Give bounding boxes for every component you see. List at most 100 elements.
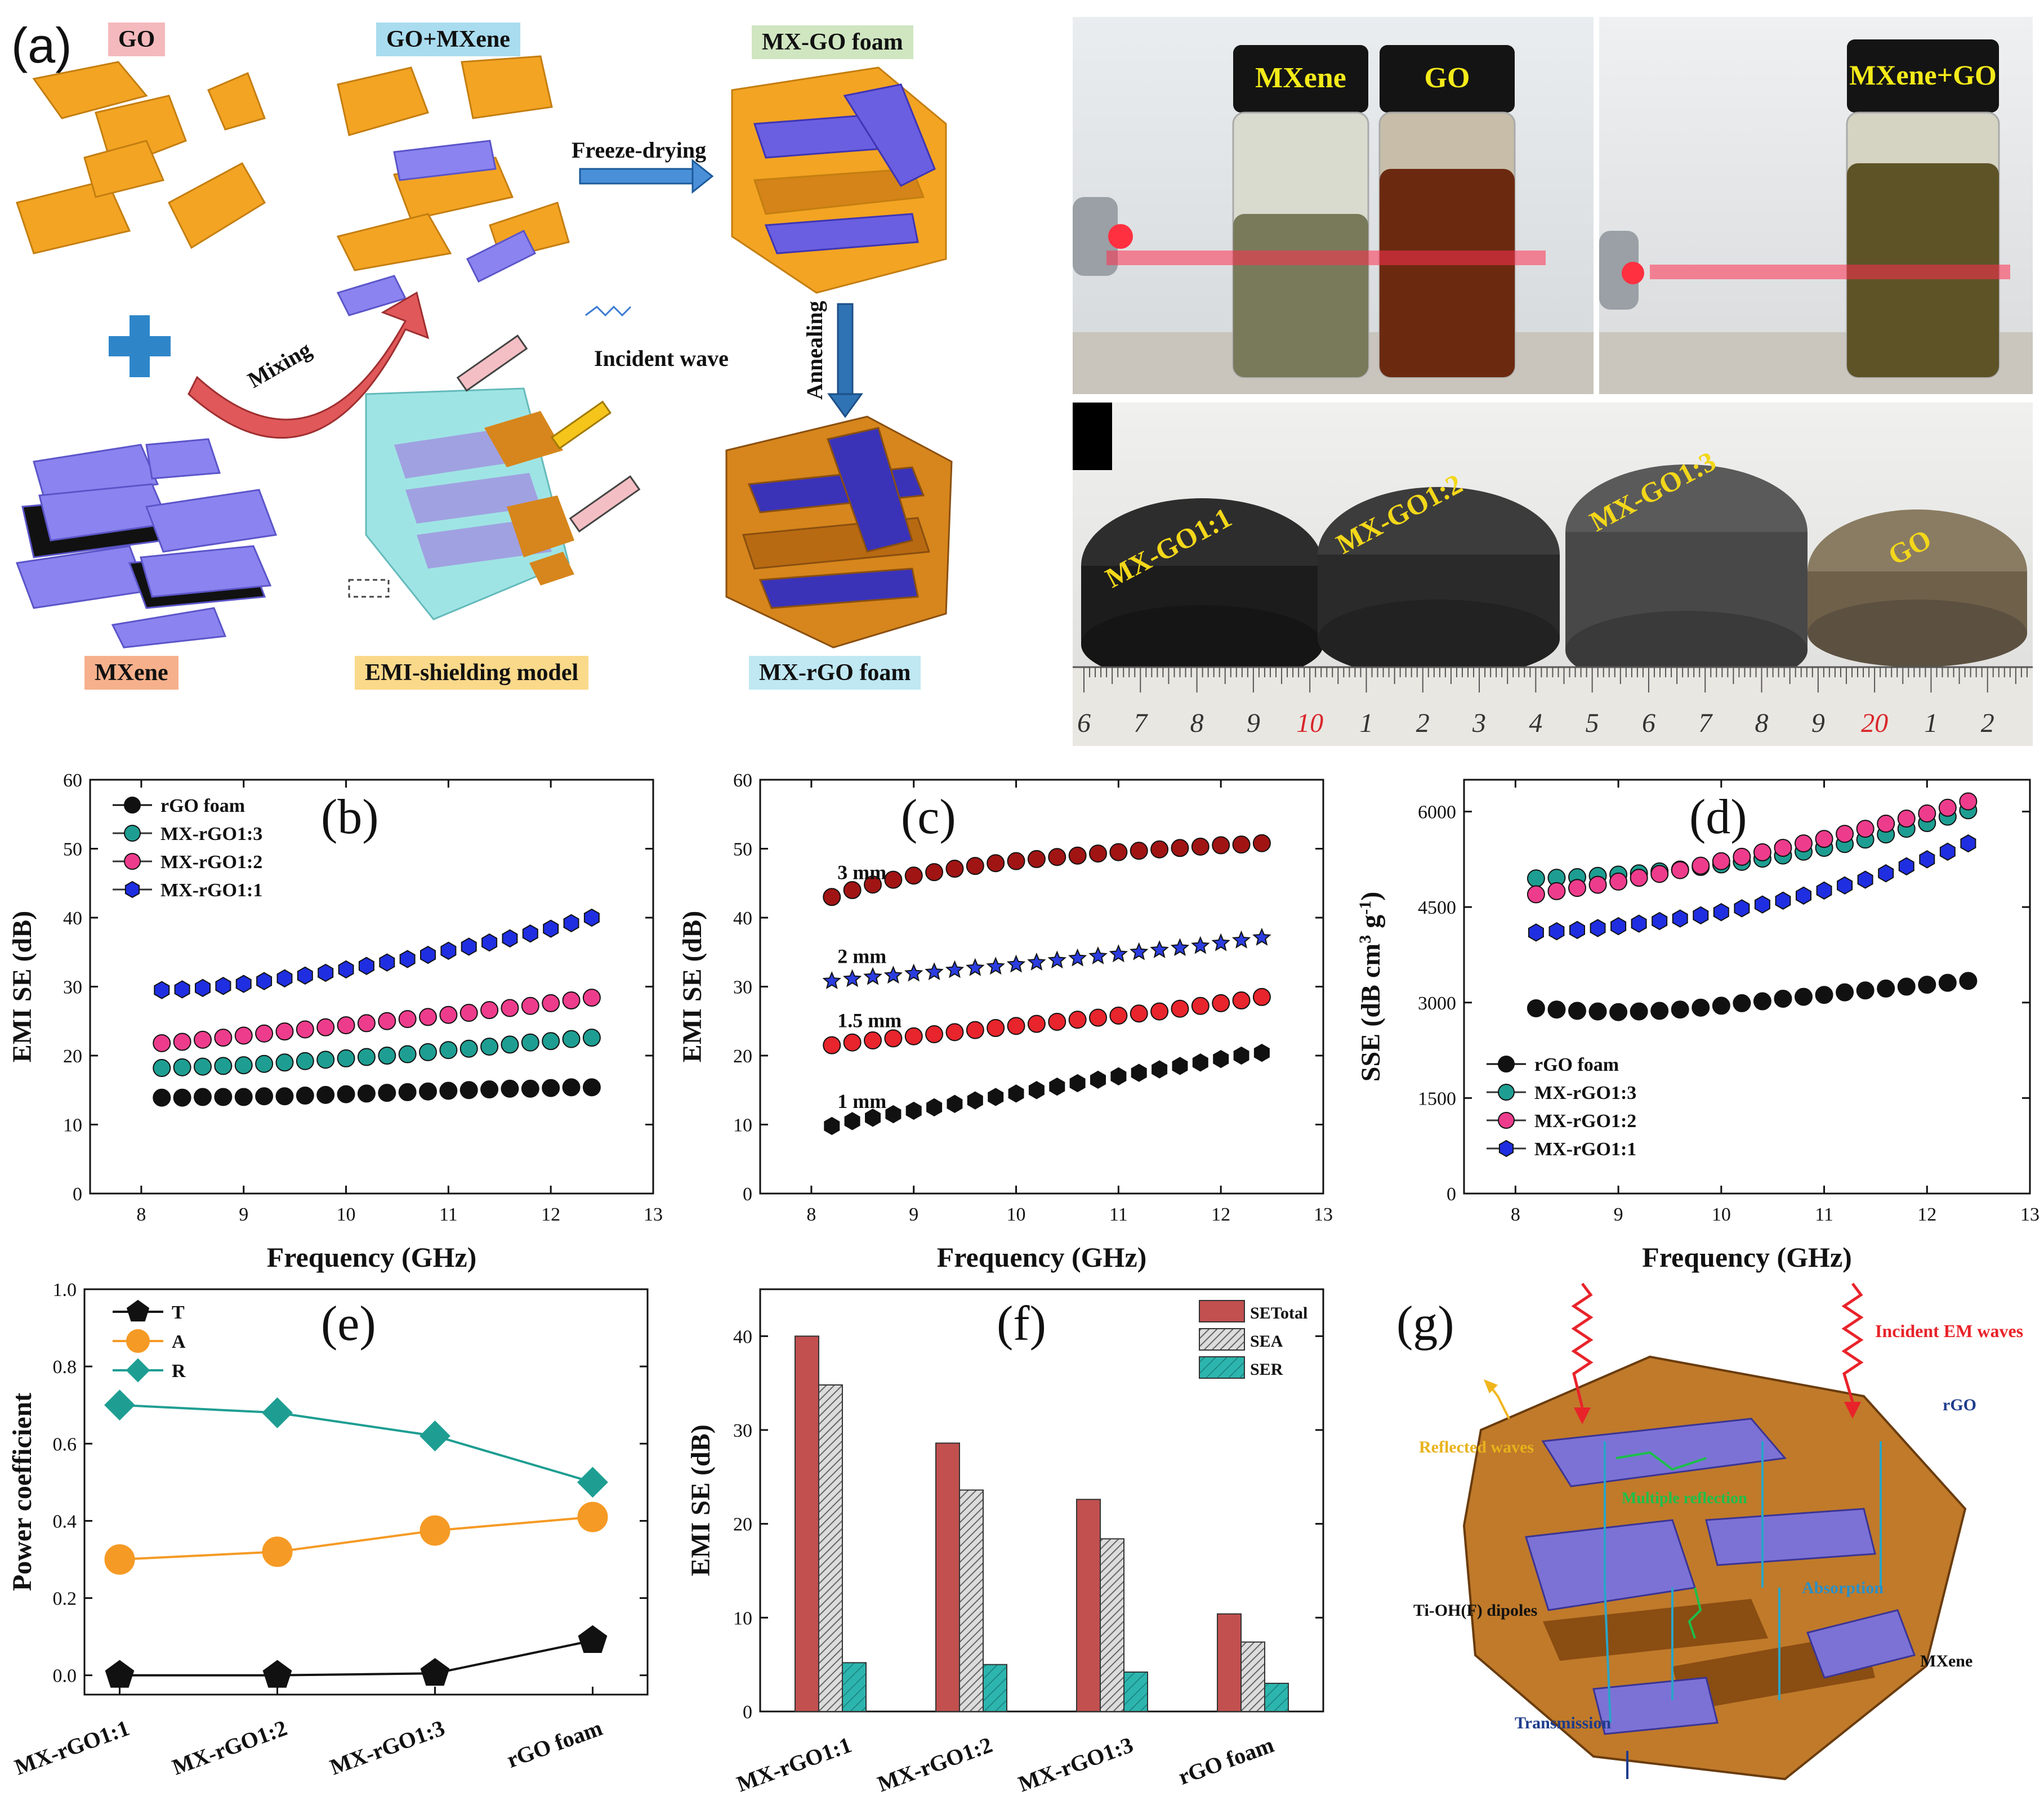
photo-vials-separate: MXene GO xyxy=(1073,17,1594,394)
data-point xyxy=(1754,895,1770,914)
data-point xyxy=(1109,843,1128,861)
data-point xyxy=(1837,876,1853,895)
data-point xyxy=(419,1515,450,1546)
legend-label: T xyxy=(172,1302,185,1323)
data-point xyxy=(883,966,903,984)
series-SER xyxy=(842,1662,1289,1713)
data-point xyxy=(1712,996,1730,1015)
data-point xyxy=(844,1112,860,1130)
data-point xyxy=(1959,972,1978,990)
data-point xyxy=(104,1389,135,1421)
annealing-arrow xyxy=(827,303,863,418)
data-point xyxy=(1671,861,1689,879)
ruler-number: 20 xyxy=(1861,708,1888,738)
chart-d: 0 1500 3000 4500 6000 8 9 10 11 12 13 Frequency (GH… xyxy=(1357,779,2039,1273)
data-point xyxy=(1836,825,1854,843)
data-point xyxy=(864,875,882,894)
chart-b: 0 10 20 30 40 50 60 8 9 10 11 12 13 Frequency (GHz) EM… xyxy=(7,770,663,1273)
data-point xyxy=(296,1020,314,1039)
panel-a-letter: (a) xyxy=(11,17,72,73)
panel-letter: (e) xyxy=(321,1297,376,1351)
data-point xyxy=(318,963,334,982)
series-T xyxy=(105,1625,608,1688)
data-point xyxy=(1150,940,1169,958)
data-point xyxy=(1192,1053,1208,1072)
data-point xyxy=(1232,991,1251,1009)
data-point xyxy=(153,1059,171,1078)
data-point xyxy=(1816,881,1832,900)
data-point xyxy=(296,1052,314,1070)
data-point xyxy=(925,863,944,882)
data-point xyxy=(439,1041,458,1060)
legend-swatch xyxy=(1199,1328,1245,1351)
data-point xyxy=(1213,1049,1229,1069)
data-point xyxy=(1172,1057,1188,1075)
ruler-number: 6 xyxy=(1077,708,1091,738)
data-point xyxy=(1631,914,1647,933)
x-tick-label: 8 xyxy=(806,1204,816,1225)
y-tick-label: 10 xyxy=(733,1608,752,1629)
axes: 0 10 20 30 40 50 60 xyxy=(733,770,1324,1205)
bar xyxy=(959,1489,984,1712)
legend-label: SER xyxy=(1250,1360,1283,1379)
x-axis: 8 9 10 11 12 13 xyxy=(1511,780,2039,1225)
data-point xyxy=(262,1536,293,1567)
chart-e: 0.00.20.40.60.81.0MX-rGO1:1 MX-rGO1:2 MX-r… xyxy=(7,1280,649,1780)
data-point xyxy=(967,1091,983,1110)
data-point xyxy=(419,1420,450,1451)
legend-marker xyxy=(1498,1084,1515,1101)
data-point xyxy=(194,1030,212,1049)
x-tick-label: 13 xyxy=(644,1204,663,1225)
y-tick-label: 40 xyxy=(63,908,82,929)
data-point xyxy=(1568,1002,1586,1020)
data-point xyxy=(296,1087,314,1105)
label-mxrgo-foam: MX-rGO foam xyxy=(749,656,921,690)
legend-swatch xyxy=(1199,1356,1245,1379)
data-point xyxy=(1877,815,1895,833)
y-tick-label: 3000 xyxy=(1418,993,1456,1014)
data-point xyxy=(419,1043,437,1061)
y-tick-label: 40 xyxy=(733,1326,752,1347)
axes: 0 10 20 30 40 xyxy=(733,1288,1324,1723)
data-point xyxy=(1027,1015,1046,1033)
data-point xyxy=(459,1039,478,1058)
data-point xyxy=(1252,927,1271,946)
data-point xyxy=(582,1078,601,1097)
data-point xyxy=(1693,906,1709,925)
x-axis-label: Frequency (GHz) xyxy=(1642,1241,1852,1273)
legend: rGO foam MX-rGO1:3 MX-rGO1:2 MX-rGO1:1 xyxy=(1487,1054,1636,1160)
ruler-number: 7 xyxy=(1698,708,1713,738)
x-axis: MX-rGO1:1 MX-rGO1:2 MX-rGO1:3 rGO foam xyxy=(11,1687,606,1780)
series-SEA xyxy=(818,1384,1265,1713)
data-point xyxy=(1527,869,1545,888)
data-point xyxy=(1856,981,1875,1000)
data-point xyxy=(1610,917,1627,936)
series-line xyxy=(119,1639,593,1677)
photo-foams: 6 7 8 9 10 1 2 3 4 5 6 7 8 9 20 1 2 MX-GO1:1 MX-GO1:2 MX… xyxy=(1073,403,2033,746)
panel-a-illustration: Incident wave Freeze-drying Mixing Annea… xyxy=(15,55,953,649)
annealing-label: Annealing xyxy=(802,301,827,400)
data-point xyxy=(1897,977,1916,996)
data-point xyxy=(1796,886,1811,905)
label-go: GO xyxy=(108,23,166,56)
x-tick-label: MX-rGO1:3 xyxy=(327,1715,448,1780)
data-point xyxy=(439,1005,458,1024)
data-point xyxy=(522,924,538,943)
data-point xyxy=(1938,798,1957,817)
y-tick-label: 0 xyxy=(743,1184,752,1205)
data-point xyxy=(563,914,579,932)
data-point xyxy=(1130,1004,1148,1023)
series-1-mm xyxy=(824,1043,1270,1136)
data-point xyxy=(316,1085,335,1104)
y-tick-label: 40 xyxy=(733,908,752,929)
y-tick-label: 0.4 xyxy=(53,1511,77,1532)
data-point xyxy=(1733,847,1751,866)
data-point xyxy=(1857,870,1873,889)
x-tick-label: 10 xyxy=(1712,1204,1731,1225)
data-point xyxy=(577,1467,608,1498)
data-point xyxy=(885,1105,901,1124)
bar xyxy=(983,1664,1007,1713)
y-axis-label: SSE (dB cm3 g-1) xyxy=(1357,892,1386,1081)
data-point xyxy=(501,999,519,1017)
photo-vial-mixed: MXene+GO xyxy=(1599,17,2033,394)
